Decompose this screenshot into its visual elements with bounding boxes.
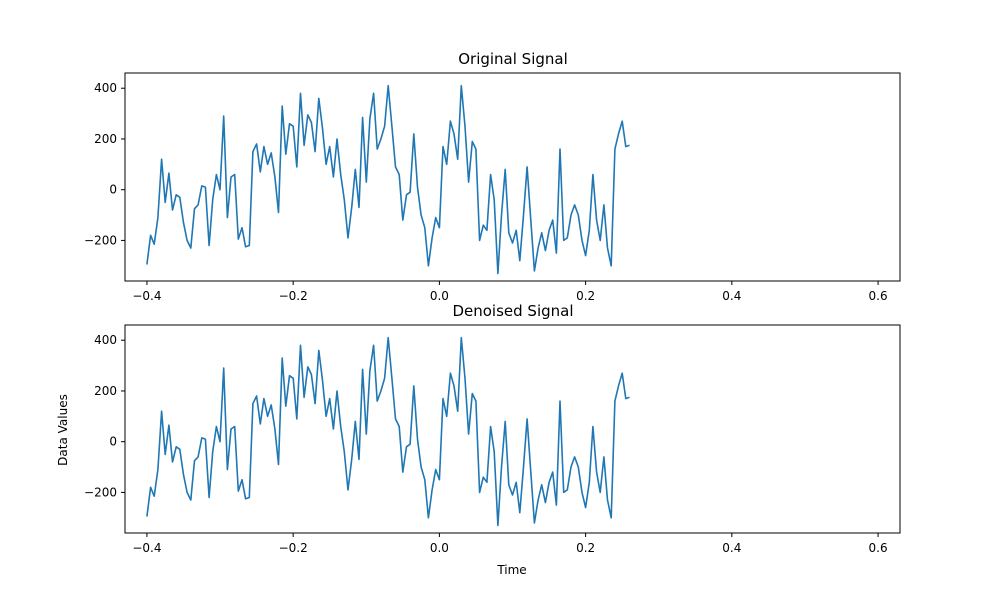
denoised-signal-x-ticks: −0.4 −0.2 0.0 0.2 0.4 0.6 xyxy=(132,533,888,555)
original-signal-plot-area xyxy=(146,84,630,275)
x-tick-label: 0.0 xyxy=(430,541,449,555)
denoised-signal-y-ticks: −200 0 200 400 xyxy=(84,333,125,499)
y-tick-label: −200 xyxy=(84,233,117,247)
x-tick-label: −0.4 xyxy=(132,541,161,555)
x-tick-label: 0.2 xyxy=(576,541,595,555)
x-tick-label: −0.2 xyxy=(279,541,308,555)
original-signal-title: Original Signal xyxy=(458,50,568,68)
original-signal-panel: Original Signal −0.4 −0.2 0.0 0.2 0.4 0.6 −20… xyxy=(84,50,901,303)
original-signal-axes-frame xyxy=(124,72,901,282)
x-tick-label: 0.0 xyxy=(430,289,449,303)
x-tick-label: 0.6 xyxy=(869,289,888,303)
x-axis-label: Time xyxy=(496,563,526,577)
x-tick-label: −0.2 xyxy=(279,289,308,303)
y-tick-label: 0 xyxy=(109,435,117,449)
x-tick-label: 0.4 xyxy=(722,289,741,303)
original-signal-y-ticks: −200 0 200 400 xyxy=(84,81,125,247)
denoised-signal-plot-area xyxy=(146,336,630,527)
x-tick-label: −0.4 xyxy=(132,289,161,303)
x-tick-label: 0.6 xyxy=(869,541,888,555)
y-tick-label: −200 xyxy=(84,485,117,499)
x-tick-label: 0.4 xyxy=(722,541,741,555)
denoised-signal-title: Denoised Signal xyxy=(452,302,573,320)
y-tick-label: 400 xyxy=(94,333,117,347)
original-signal-line xyxy=(146,84,630,275)
original-signal-x-ticks: −0.4 −0.2 0.0 0.2 0.4 0.6 xyxy=(132,281,888,303)
denoised-signal-axes-frame xyxy=(124,324,901,534)
y-tick-label: 400 xyxy=(94,81,117,95)
y-tick-label: 200 xyxy=(94,132,117,146)
denoised-signal-line xyxy=(146,336,630,527)
y-axis-label: Data Values xyxy=(56,394,70,466)
x-tick-label: 0.2 xyxy=(576,289,595,303)
y-tick-label: 0 xyxy=(109,183,117,197)
denoised-signal-panel: Denoised Signal −0.4 −0.2 0.0 0.2 0.4 0.6 −20… xyxy=(56,302,901,577)
y-tick-label: 200 xyxy=(94,384,117,398)
